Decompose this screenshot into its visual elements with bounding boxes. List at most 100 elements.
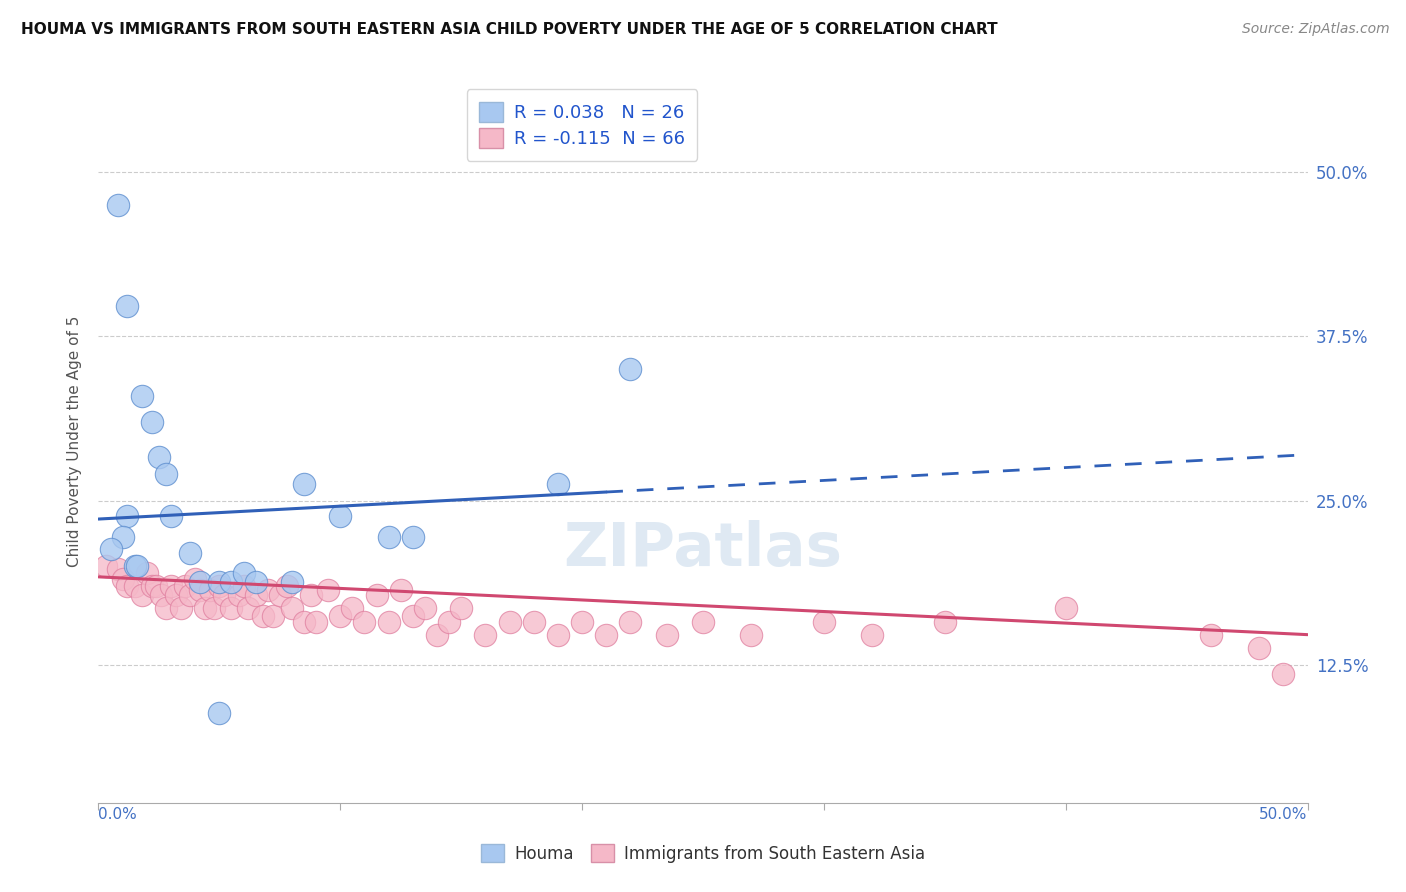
Point (262, 609, 284, 624)
Point (292, 476, 315, 491)
Point (305, 615, 328, 629)
Point (117, 299, 139, 313)
Point (135, 566, 157, 580)
Point (124, 559, 146, 574)
Point (413, 601, 436, 615)
Point (111, 573, 134, 587)
Point (1054, 601, 1077, 615)
Point (474, 627, 496, 641)
Point (141, 415, 163, 429)
Point (188, 582, 211, 597)
Point (107, 198, 129, 212)
Point (353, 615, 375, 629)
Text: Source: ZipAtlas.com: Source: ZipAtlas.com (1241, 22, 1389, 37)
Point (100, 542, 122, 557)
Point (619, 615, 641, 629)
Point (127, 559, 149, 574)
Point (269, 588, 291, 602)
Point (342, 601, 364, 615)
Point (860, 627, 883, 641)
Point (145, 579, 167, 593)
Point (221, 601, 243, 615)
Point (377, 531, 399, 545)
Point (117, 579, 139, 593)
Point (169, 601, 191, 615)
Point (498, 615, 520, 629)
Point (107, 562, 129, 576)
Point (221, 575, 243, 590)
Point (450, 601, 472, 615)
Point (155, 601, 177, 615)
Point (692, 615, 714, 629)
Point (228, 588, 250, 602)
Text: HOUMA VS IMMIGRANTS FROM SOUTH EASTERN ASIA CHILD POVERTY UNDER THE AGE OF 5 COR: HOUMA VS IMMIGRANTS FROM SOUTH EASTERN A… (21, 22, 998, 37)
Point (252, 609, 274, 624)
Point (148, 450, 170, 465)
Point (595, 627, 617, 641)
Point (329, 609, 352, 624)
Point (160, 509, 183, 524)
Point (245, 588, 267, 602)
Point (150, 588, 173, 602)
Point (131, 388, 153, 402)
Point (245, 575, 267, 590)
Text: ZIPatlas: ZIPatlas (564, 520, 842, 580)
Point (131, 588, 153, 602)
Text: 50.0%: 50.0% (1260, 807, 1308, 822)
Point (1199, 627, 1222, 641)
Point (155, 467, 177, 482)
Point (208, 575, 231, 590)
Point (740, 627, 762, 641)
Point (316, 582, 339, 597)
Point (141, 579, 163, 593)
Point (184, 573, 207, 587)
Point (165, 588, 187, 602)
Point (232, 579, 254, 593)
Point (523, 615, 546, 629)
Point (174, 579, 197, 593)
Point (124, 579, 146, 593)
Point (377, 615, 399, 629)
Point (1272, 667, 1295, 681)
Point (281, 601, 304, 615)
Point (292, 615, 315, 629)
Point (426, 627, 449, 641)
Point (194, 601, 217, 615)
Legend: Houma, Immigrants from South Eastern Asia: Houma, Immigrants from South Eastern Asi… (471, 834, 935, 873)
Point (281, 575, 304, 590)
Point (232, 566, 254, 580)
Point (571, 615, 593, 629)
Point (934, 615, 956, 629)
Point (402, 609, 425, 624)
Y-axis label: Child Poverty Under the Age of 5: Child Poverty Under the Age of 5 (67, 316, 83, 567)
Point (547, 627, 569, 641)
Point (94, 559, 117, 574)
Point (208, 579, 231, 593)
Point (389, 582, 412, 597)
Point (179, 588, 201, 602)
Point (402, 531, 425, 545)
Point (256, 582, 278, 597)
Text: 0.0%: 0.0% (98, 807, 138, 822)
Point (179, 546, 201, 560)
Point (198, 582, 221, 597)
Point (117, 509, 139, 524)
Point (619, 362, 641, 376)
Point (1249, 640, 1271, 655)
Point (188, 575, 211, 590)
Point (655, 627, 678, 641)
Point (547, 476, 569, 491)
Point (299, 588, 322, 602)
Point (813, 615, 835, 629)
Point (238, 601, 260, 615)
Point (208, 706, 231, 721)
Point (204, 601, 226, 615)
Point (212, 588, 235, 602)
Point (111, 531, 134, 545)
Point (366, 588, 388, 602)
Point (329, 509, 352, 524)
Point (276, 579, 298, 593)
Point (437, 615, 460, 629)
Point (160, 579, 183, 593)
Legend: R = 0.038   N = 26, R = -0.115  N = 66: R = 0.038 N = 26, R = -0.115 N = 66 (467, 89, 697, 161)
